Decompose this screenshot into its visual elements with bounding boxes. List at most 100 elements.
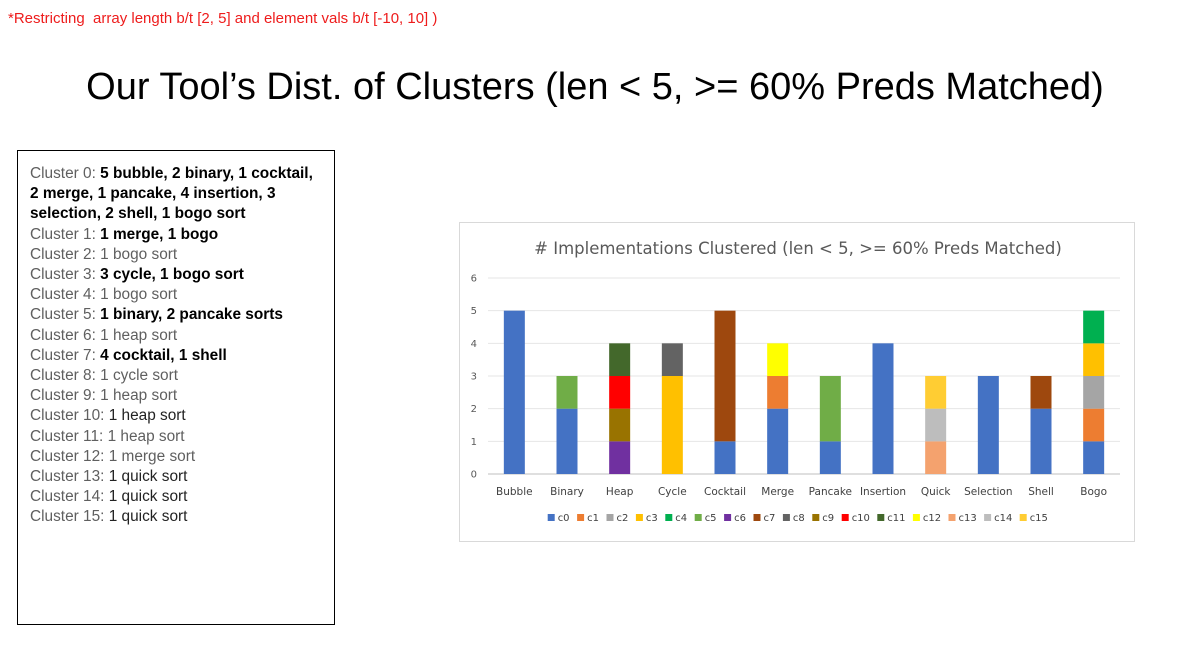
y-tick-label: 4 bbox=[471, 339, 477, 350]
legend-label-c2: c2 bbox=[617, 513, 629, 524]
cluster-members: 1 quick sort bbox=[108, 508, 188, 526]
bar-segment-bogo-c4 bbox=[1083, 310, 1105, 344]
grid-lines bbox=[488, 277, 1120, 475]
legend-label-c4: c4 bbox=[675, 513, 687, 524]
cluster-label: Cluster 15: bbox=[30, 508, 105, 526]
bar-segment-shell-c7 bbox=[1030, 376, 1052, 409]
category-label: Selection bbox=[964, 486, 1012, 498]
chart-title: # Implementations Clustered (len < 5, >=… bbox=[534, 239, 1062, 258]
bar-segment-quick-c13 bbox=[925, 441, 947, 474]
y-tick-label: 0 bbox=[471, 470, 477, 481]
cluster-item: Cluster 6: 1 heap sort bbox=[30, 326, 322, 346]
bar-segment-cycle-c3 bbox=[661, 376, 683, 474]
cluster-label: Cluster 12: bbox=[30, 447, 105, 465]
bar-segment-bogo-c1 bbox=[1083, 408, 1105, 442]
legend-label-c10: c10 bbox=[852, 513, 870, 524]
category-label: Binary bbox=[550, 486, 584, 498]
cluster-members: 1 quick sort bbox=[108, 468, 188, 486]
restriction-note: *Restricting array length b/t [2, 5] and… bbox=[8, 10, 438, 27]
slide-title: Our Tool’s Dist. of Clusters (len < 5, >… bbox=[86, 66, 1104, 108]
legend-swatch-c15 bbox=[1019, 514, 1027, 521]
legend-label-c8: c8 bbox=[793, 513, 805, 524]
legend-swatch-c2 bbox=[606, 514, 614, 521]
legend-label-c15: c15 bbox=[1030, 513, 1048, 524]
cluster-label: Cluster 10: bbox=[30, 407, 105, 425]
legend-label-c5: c5 bbox=[705, 513, 717, 524]
y-tick-label: 2 bbox=[471, 404, 477, 415]
cluster-item: Cluster 7: 4 cocktail, 1 shell bbox=[30, 346, 322, 366]
category-label: Pancake bbox=[809, 486, 852, 498]
bar-segment-heap-c10 bbox=[609, 376, 631, 409]
cluster-item: Cluster 0: 5 bubble, 2 binary, 1 cocktai… bbox=[30, 164, 322, 225]
category-label: Bogo bbox=[1080, 486, 1107, 498]
legend-swatch-c10 bbox=[841, 514, 849, 521]
legend: c0 c1 c2 c3 c4 c5 c6 c7 c8 c9 c10 c11 c12 c13 c14 c15 bbox=[547, 513, 1048, 524]
cluster-label: Cluster 8: bbox=[30, 367, 96, 385]
bar-segment-heap-c11 bbox=[609, 343, 631, 376]
cluster-label: Cluster 3: bbox=[30, 266, 96, 284]
cluster-item: Cluster 9: 1 heap sort bbox=[30, 386, 322, 406]
legend-swatch-c7 bbox=[753, 514, 761, 521]
legend-swatch-c12 bbox=[912, 514, 920, 521]
legend-label-c13: c13 bbox=[959, 513, 977, 524]
legend-swatch-c11 bbox=[877, 514, 885, 521]
bar-segment-insertion-c0 bbox=[872, 343, 894, 474]
cluster-members: 1 binary, 2 pancake sorts bbox=[100, 306, 283, 324]
legend-swatch-c8 bbox=[782, 514, 790, 521]
y-axis-ticks: 0 1 2 3 4 5 6 bbox=[471, 274, 477, 481]
category-label: Merge bbox=[761, 486, 794, 498]
cluster-members: 1 heap sort bbox=[100, 326, 178, 344]
cluster-label: Cluster 5: bbox=[30, 306, 96, 324]
bar-segment-merge-c0 bbox=[767, 408, 789, 474]
cluster-item: Cluster 2: 1 bogo sort bbox=[30, 245, 322, 265]
cluster-members: 1 bogo sort bbox=[100, 245, 178, 263]
legend-swatch-c0 bbox=[547, 514, 555, 521]
category-label: Cycle bbox=[658, 486, 687, 498]
bar-segment-binary-c0 bbox=[556, 408, 578, 474]
bar-segment-bogo-c0 bbox=[1083, 441, 1105, 474]
bar-segment-cocktail-c0 bbox=[714, 441, 736, 474]
category-label: Cocktail bbox=[704, 486, 746, 498]
legend-swatch-c3 bbox=[635, 514, 643, 521]
cluster-item: Cluster 8: 1 cycle sort bbox=[30, 366, 322, 386]
x-axis-categories: Bubble Binary Heap Cycle Cocktail Merge Pancak… bbox=[496, 486, 1107, 498]
legend-swatch-c9 bbox=[812, 514, 820, 521]
legend-swatch-c14 bbox=[984, 514, 992, 521]
cluster-members: 5 bubble, 2 binary, 1 cocktail, 2 merge,… bbox=[30, 165, 313, 223]
cluster-label: Cluster 1: bbox=[30, 225, 96, 243]
category-label: Quick bbox=[921, 486, 952, 498]
bar-segment-pancake-c0 bbox=[819, 441, 841, 474]
cluster-item: Cluster 1: 1 merge, 1 bogo bbox=[30, 225, 322, 245]
legend-label-c14: c14 bbox=[994, 513, 1012, 524]
legend-label-c3: c3 bbox=[646, 513, 658, 524]
cluster-label: Cluster 4: bbox=[30, 286, 96, 304]
bar-segment-cocktail-c7 bbox=[714, 310, 736, 442]
category-label: Shell bbox=[1028, 486, 1054, 498]
cluster-members: 3 cycle, 1 bogo sort bbox=[100, 266, 244, 284]
legend-label-c6: c6 bbox=[734, 513, 746, 524]
category-label: Bubble bbox=[496, 486, 533, 498]
bar-segment-bogo-c3 bbox=[1083, 343, 1105, 376]
cluster-members: 1 merge, 1 bogo bbox=[100, 225, 219, 243]
bar-segment-merge-c12 bbox=[767, 343, 789, 376]
category-label: Insertion bbox=[860, 486, 906, 498]
y-tick-label: 6 bbox=[471, 274, 477, 285]
cluster-label: Cluster 6: bbox=[30, 326, 96, 344]
chart-svg: # Implementations Clustered (len < 5, >=… bbox=[471, 239, 1120, 524]
cluster-item: Cluster 13: 1 quick sort bbox=[30, 467, 322, 487]
legend-label-c12: c12 bbox=[923, 513, 941, 524]
cluster-list-box: Cluster 0: 5 bubble, 2 binary, 1 cocktai… bbox=[17, 150, 335, 625]
bar-segment-quick-c14 bbox=[925, 408, 947, 442]
cluster-label: Cluster 0: bbox=[30, 165, 96, 182]
cluster-item: Cluster 15: 1 quick sort bbox=[30, 507, 322, 527]
legend-label-c7: c7 bbox=[764, 513, 776, 524]
cluster-item: Cluster 14: 1 quick sort bbox=[30, 487, 322, 507]
legend-swatch-c4 bbox=[665, 514, 673, 521]
cluster-label: Cluster 14: bbox=[30, 488, 105, 506]
cluster-members: 1 bogo sort bbox=[100, 286, 178, 304]
stacked-bar-chart: # Implementations Clustered (len < 5, >=… bbox=[459, 222, 1135, 542]
legend-swatch-c5 bbox=[694, 514, 702, 521]
cluster-members: 4 cocktail, 1 shell bbox=[100, 346, 227, 364]
cluster-item: Cluster 3: 3 cycle, 1 bogo sort bbox=[30, 265, 322, 285]
cluster-label: Cluster 7: bbox=[30, 346, 96, 364]
